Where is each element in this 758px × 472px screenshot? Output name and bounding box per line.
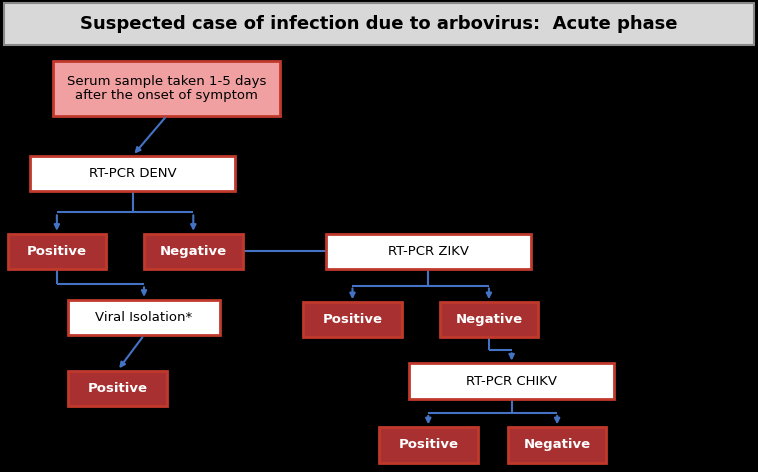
- Text: Positive: Positive: [322, 313, 383, 326]
- Bar: [379, 427, 478, 463]
- Text: Suspected case of infection due to arbovirus:  Acute phase: Suspected case of infection due to arbov…: [80, 15, 678, 33]
- Bar: [508, 427, 606, 463]
- Text: Negative: Negative: [456, 313, 522, 326]
- Bar: [30, 156, 235, 191]
- Text: Positive: Positive: [87, 382, 148, 395]
- Bar: [303, 302, 402, 337]
- Bar: [4, 3, 754, 45]
- Text: RT-PCR ZIKV: RT-PCR ZIKV: [388, 245, 468, 258]
- Text: Serum sample taken 1-5 days
after the onset of symptom: Serum sample taken 1-5 days after the on…: [67, 75, 267, 102]
- Text: Positive: Positive: [27, 245, 87, 258]
- Bar: [326, 234, 531, 269]
- Bar: [68, 300, 220, 335]
- Bar: [440, 302, 538, 337]
- Bar: [409, 363, 614, 399]
- Text: Viral Isolation*: Viral Isolation*: [96, 311, 193, 324]
- Text: Negative: Negative: [524, 438, 590, 451]
- Bar: [144, 234, 243, 269]
- Text: RT-PCR CHIKV: RT-PCR CHIKV: [466, 375, 557, 388]
- Bar: [53, 61, 280, 116]
- Bar: [68, 371, 167, 406]
- Text: Positive: Positive: [398, 438, 459, 451]
- Text: RT-PCR DENV: RT-PCR DENV: [89, 167, 177, 180]
- Text: Negative: Negative: [160, 245, 227, 258]
- Bar: [8, 234, 106, 269]
